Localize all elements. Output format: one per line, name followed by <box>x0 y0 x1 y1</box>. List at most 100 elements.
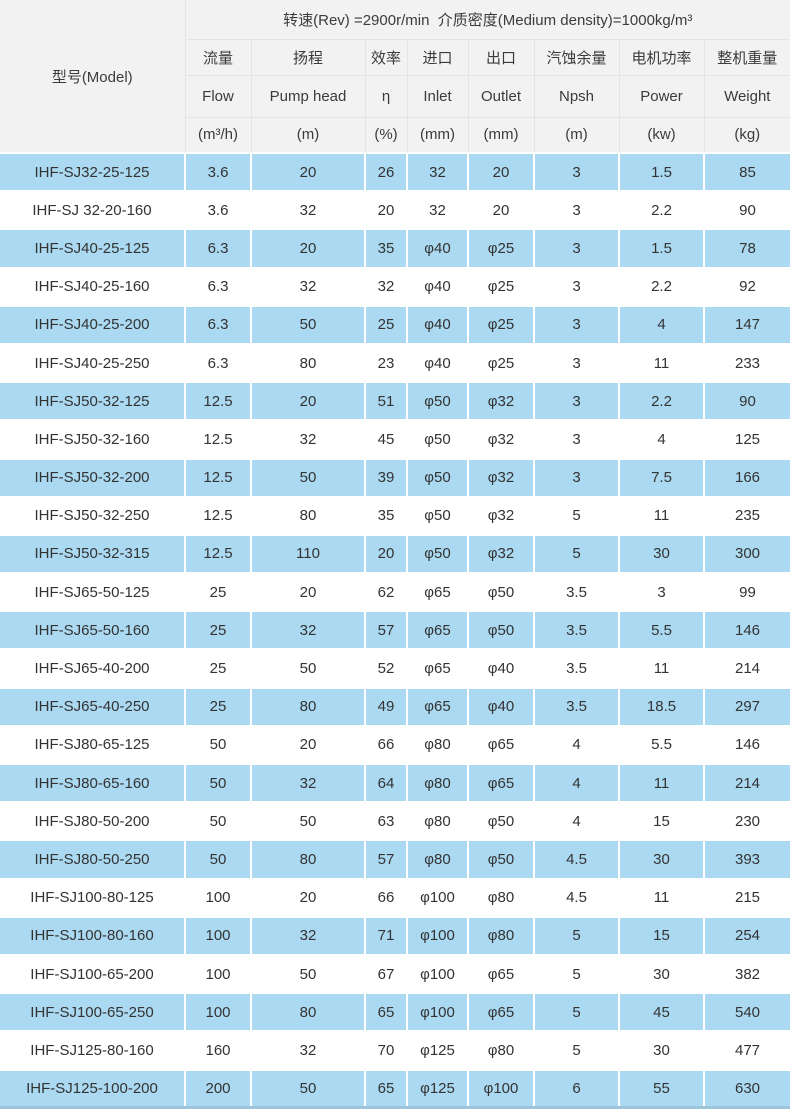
cell-eff: 64 <box>364 762 408 804</box>
cell-model: IHF-SJ100-80-160 <box>0 915 186 956</box>
cell-flow: 50 <box>184 801 252 842</box>
cell-eff: 26 <box>364 151 408 193</box>
cell-power: 7.5 <box>618 457 705 498</box>
cell-model: IHF-SJ40-25-200 <box>0 304 186 345</box>
col-header-eff-en: η <box>364 74 408 118</box>
cell-model: IHF-SJ40-25-250 <box>0 342 186 384</box>
cell-flow: 3.6 <box>184 151 252 193</box>
col-header-power-unit: (kw) <box>618 116 705 154</box>
cell-npsh: 5 <box>533 992 620 1033</box>
cell-flow: 100 <box>184 992 252 1033</box>
cell-inlet: φ40 <box>406 266 469 307</box>
cell-npsh: 3.5 <box>533 686 620 727</box>
cell-weight: 233 <box>702 342 790 384</box>
cell-outlet: φ50 <box>467 801 535 842</box>
cell-flow: 50 <box>184 762 252 804</box>
cell-eff: 62 <box>364 572 408 613</box>
cell-model: IHF-SJ100-65-250 <box>0 992 186 1033</box>
cell-head: 80 <box>250 839 366 880</box>
cell-head: 50 <box>250 648 366 689</box>
cell-flow: 12.5 <box>184 495 252 536</box>
cell-npsh: 4.5 <box>533 877 620 918</box>
table-row: IHF-SJ50-32-160 12.5 32 45 φ50 φ32 3 4 1… <box>0 419 790 460</box>
cell-power: 2.2 <box>618 266 705 307</box>
cell-inlet: φ65 <box>406 686 469 727</box>
cell-npsh: 4.5 <box>533 839 620 880</box>
cell-flow: 12.5 <box>184 381 252 422</box>
cell-weight: 235 <box>702 495 790 536</box>
cell-head: 50 <box>250 304 366 345</box>
cell-npsh: 3.5 <box>533 572 620 613</box>
cell-eff: 63 <box>364 801 408 842</box>
cell-npsh: 5 <box>533 495 620 536</box>
cell-head: 80 <box>250 342 366 384</box>
table-row: IHF-SJ80-50-250 50 80 57 φ80 φ50 4.5 30 … <box>0 839 790 880</box>
col-header-inlet-cn: 进口 <box>406 38 469 76</box>
cell-head: 32 <box>250 915 366 956</box>
cell-weight: 382 <box>702 953 790 995</box>
cell-outlet: φ25 <box>467 304 535 345</box>
cell-outlet: φ50 <box>467 839 535 880</box>
cell-power: 55 <box>618 1068 705 1108</box>
cell-model: IHF-SJ65-40-250 <box>0 686 186 727</box>
cell-eff: 57 <box>364 839 408 880</box>
header-row-chinese: 流量 扬程 效率 进口 出口 汽蚀余量 电机功率 整机重量 <box>0 38 790 76</box>
cell-inlet: φ50 <box>406 495 469 536</box>
cell-weight: 78 <box>702 228 790 269</box>
cell-weight: 166 <box>702 457 790 498</box>
col-header-weight-en: Weight <box>703 74 790 118</box>
cell-head: 50 <box>250 953 366 995</box>
cell-eff: 65 <box>364 992 408 1033</box>
cell-npsh: 3 <box>533 151 620 193</box>
cell-eff: 20 <box>364 190 408 231</box>
cell-outlet: φ32 <box>467 533 535 575</box>
cell-npsh: 3 <box>533 228 620 269</box>
table-row: IHF-SJ65-50-160 25 32 57 φ65 φ50 3.5 5.5… <box>0 610 790 651</box>
cell-outlet: φ40 <box>467 686 535 727</box>
cell-eff: 35 <box>364 495 408 536</box>
cell-outlet: φ65 <box>467 992 535 1033</box>
cell-power: 30 <box>618 953 705 995</box>
cell-weight: 215 <box>702 877 790 918</box>
header-row-note: 型号(Model) 转速(Rev) =2900r/min 介质密度(Medium… <box>0 0 790 154</box>
cell-flow: 100 <box>184 877 252 918</box>
table-row: IHF-SJ100-80-160 100 32 71 φ100 φ80 5 15… <box>0 915 790 956</box>
cell-flow: 50 <box>184 724 252 766</box>
cell-npsh: 3 <box>533 266 620 307</box>
cell-weight: 630 <box>702 1068 790 1108</box>
cell-inlet: φ80 <box>406 762 469 804</box>
cell-eff: 70 <box>364 1030 408 1071</box>
cell-flow: 12.5 <box>184 533 252 575</box>
table-row: IHF-SJ80-50-200 50 50 63 φ80 φ50 4 15 23… <box>0 801 790 842</box>
cell-power: 3 <box>618 572 705 613</box>
cell-npsh: 5 <box>533 533 620 575</box>
cell-model: IHF-SJ 32-20-160 <box>0 190 186 231</box>
cell-eff: 20 <box>364 533 408 575</box>
cell-inlet: φ50 <box>406 381 469 422</box>
cell-npsh: 5 <box>533 915 620 956</box>
cell-outlet: φ80 <box>467 1030 535 1071</box>
cell-inlet: φ100 <box>406 877 469 918</box>
cell-inlet: φ40 <box>406 228 469 269</box>
cell-model: IHF-SJ50-32-160 <box>0 419 186 460</box>
cell-power: 11 <box>618 648 705 689</box>
cell-model: IHF-SJ65-50-160 <box>0 610 186 651</box>
col-header-weight-cn: 整机重量 <box>703 38 790 76</box>
cell-power: 2.2 <box>618 190 705 231</box>
header-row-units: (m³/h) (m) (%) (mm) (mm) (m) (kw) (kg) <box>0 116 790 154</box>
cell-head: 20 <box>250 228 366 269</box>
cell-inlet: φ125 <box>406 1030 469 1071</box>
cell-eff: 45 <box>364 419 408 460</box>
table-row: IHF-SJ100-80-125 100 20 66 φ100 φ80 4.5 … <box>0 877 790 918</box>
col-header-npsh-en: Npsh <box>533 74 620 118</box>
table-row: IHF-SJ40-25-200 6.3 50 25 φ40 φ25 3 4 14… <box>0 304 790 345</box>
col-header-flow-en: Flow <box>184 74 252 118</box>
cell-power: 15 <box>618 915 705 956</box>
cell-flow: 25 <box>184 610 252 651</box>
cell-flow: 3.6 <box>184 190 252 231</box>
cell-weight: 85 <box>702 151 790 193</box>
cell-eff: 66 <box>364 877 408 918</box>
cell-head: 32 <box>250 762 366 804</box>
cell-flow: 12.5 <box>184 419 252 460</box>
cell-flow: 6.3 <box>184 342 252 384</box>
